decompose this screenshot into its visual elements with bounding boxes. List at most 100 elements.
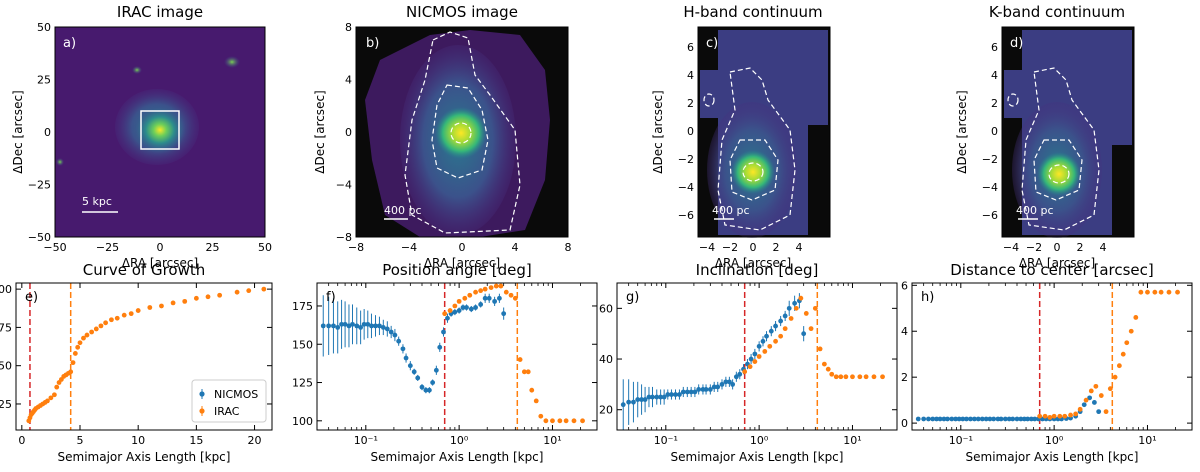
panel-b-ylabel: ΔDec [arcsec]	[313, 90, 327, 173]
data-point	[496, 295, 502, 301]
data-point	[72, 351, 78, 356]
plot-g-xtick-label: 10¹	[843, 434, 861, 447]
data-point	[1093, 383, 1099, 389]
data-point	[1042, 413, 1048, 419]
plot-f: Position angle [deg] 100 125 150 175 10⁻¹ 10⁰ 1…	[292, 261, 598, 464]
panel-c-ytick: −2	[678, 153, 694, 166]
data-point	[350, 321, 355, 327]
data-point	[703, 387, 709, 392]
plot-h-frame	[911, 282, 1193, 431]
data-point	[430, 380, 436, 385]
data-point	[512, 295, 518, 301]
data-point	[135, 308, 141, 313]
panel-b-ytick: −8	[336, 231, 352, 244]
data-point	[669, 392, 674, 397]
data-point	[665, 392, 671, 397]
data-point	[792, 300, 798, 306]
data-point	[1051, 413, 1057, 419]
panel-d-xlabel: ΔRA [arcsec]	[1019, 256, 1095, 270]
panel-c-xtick: 4	[796, 241, 803, 254]
plot-f-ytick-label: 150	[292, 338, 313, 351]
data-point	[778, 333, 784, 339]
panel-d-ytick: −4	[982, 181, 998, 194]
panel-b-label: b)	[366, 36, 379, 51]
series-irac	[442, 283, 585, 424]
data-point	[1010, 416, 1016, 422]
data-point	[748, 356, 754, 362]
data-point	[75, 344, 81, 350]
data-point	[48, 395, 54, 401]
data-point	[1057, 413, 1063, 419]
plot-h-label: h)	[921, 290, 934, 305]
data-point	[84, 332, 90, 338]
data-point	[658, 394, 664, 400]
panel-d-ylabel: ΔDec [arcsec]	[955, 90, 969, 173]
panel-d-scalebar-label: 400 pc	[1016, 204, 1054, 217]
panel-d: K-band continuum d) 400 pc −4 −2 0 2 4 6…	[955, 3, 1135, 270]
data-point	[941, 416, 947, 422]
data-point	[1025, 416, 1031, 422]
data-point	[503, 289, 509, 295]
data-point	[812, 305, 818, 311]
data-point	[508, 292, 514, 298]
data-point	[760, 338, 766, 344]
data-point	[114, 315, 120, 321]
plot-e-xtick-label: 15	[189, 434, 203, 447]
plot-g-ytick-label: 60	[599, 302, 613, 315]
panel-b-contour-outer	[404, 31, 521, 234]
data-point	[1081, 402, 1087, 408]
data-point	[93, 326, 99, 332]
plot-g-xlabel: Semimajor Axis Length [kpc]	[671, 450, 844, 464]
data-point	[246, 288, 252, 294]
plot-h-xlabel: Semimajor Axis Length [kpc]	[966, 450, 1139, 464]
data-point	[803, 311, 809, 316]
panel-c-yticks: 6 4 2 0 −2 −4 −6	[678, 41, 694, 222]
data-point	[742, 369, 748, 375]
panel-a-companion-n	[132, 66, 142, 74]
series-nicmos	[320, 293, 507, 394]
panel-a-xtick: −25	[96, 241, 119, 254]
panel-d-galaxy-core	[1037, 152, 1081, 196]
data-point	[460, 305, 466, 310]
panel-c-xlabel: ΔRA [arcsec]	[715, 256, 791, 270]
data-point	[529, 387, 535, 393]
data-point	[979, 416, 985, 422]
data-point	[737, 371, 743, 377]
data-point	[407, 363, 413, 369]
data-point	[692, 389, 698, 395]
data-point	[54, 384, 60, 390]
data-point	[798, 295, 804, 301]
panel-b-contour-mid	[431, 84, 489, 179]
data-point	[557, 418, 563, 424]
panel-b-title: NICMOS image	[406, 3, 518, 21]
panel-a-companion-w	[56, 158, 64, 166]
data-point	[773, 323, 778, 329]
data-point	[354, 323, 360, 329]
data-point	[782, 326, 788, 332]
panel-c-xtick: 2	[773, 241, 780, 254]
panel-b-frame	[355, 26, 569, 238]
panel-a: IRAC image a) 5 kpc −50 −25 0 25 50 50 2…	[11, 3, 272, 270]
data-point	[642, 397, 648, 402]
panel-b-ytick: 4	[345, 74, 352, 87]
legend-label: IRAC	[214, 405, 240, 418]
panel-d-title: K-band continuum	[989, 3, 1125, 21]
plot-e-xtick-label: 5	[77, 434, 84, 447]
data-point	[788, 316, 794, 321]
data-point	[1116, 363, 1122, 369]
panel-a-ytick: −25	[28, 179, 51, 192]
data-point	[752, 351, 758, 357]
panel-b-xtick: −8	[348, 241, 364, 254]
data-point	[488, 285, 494, 290]
panel-d-ytick: 4	[991, 69, 998, 82]
data-point	[571, 418, 577, 424]
data-point	[680, 389, 686, 395]
data-point	[467, 292, 473, 298]
panel-d-xtick: −2	[1026, 241, 1042, 254]
data-point	[817, 346, 823, 352]
data-point	[838, 374, 844, 380]
data-point	[719, 381, 725, 387]
data-point	[1018, 416, 1024, 422]
data-point	[1112, 374, 1118, 380]
data-point	[403, 355, 409, 361]
